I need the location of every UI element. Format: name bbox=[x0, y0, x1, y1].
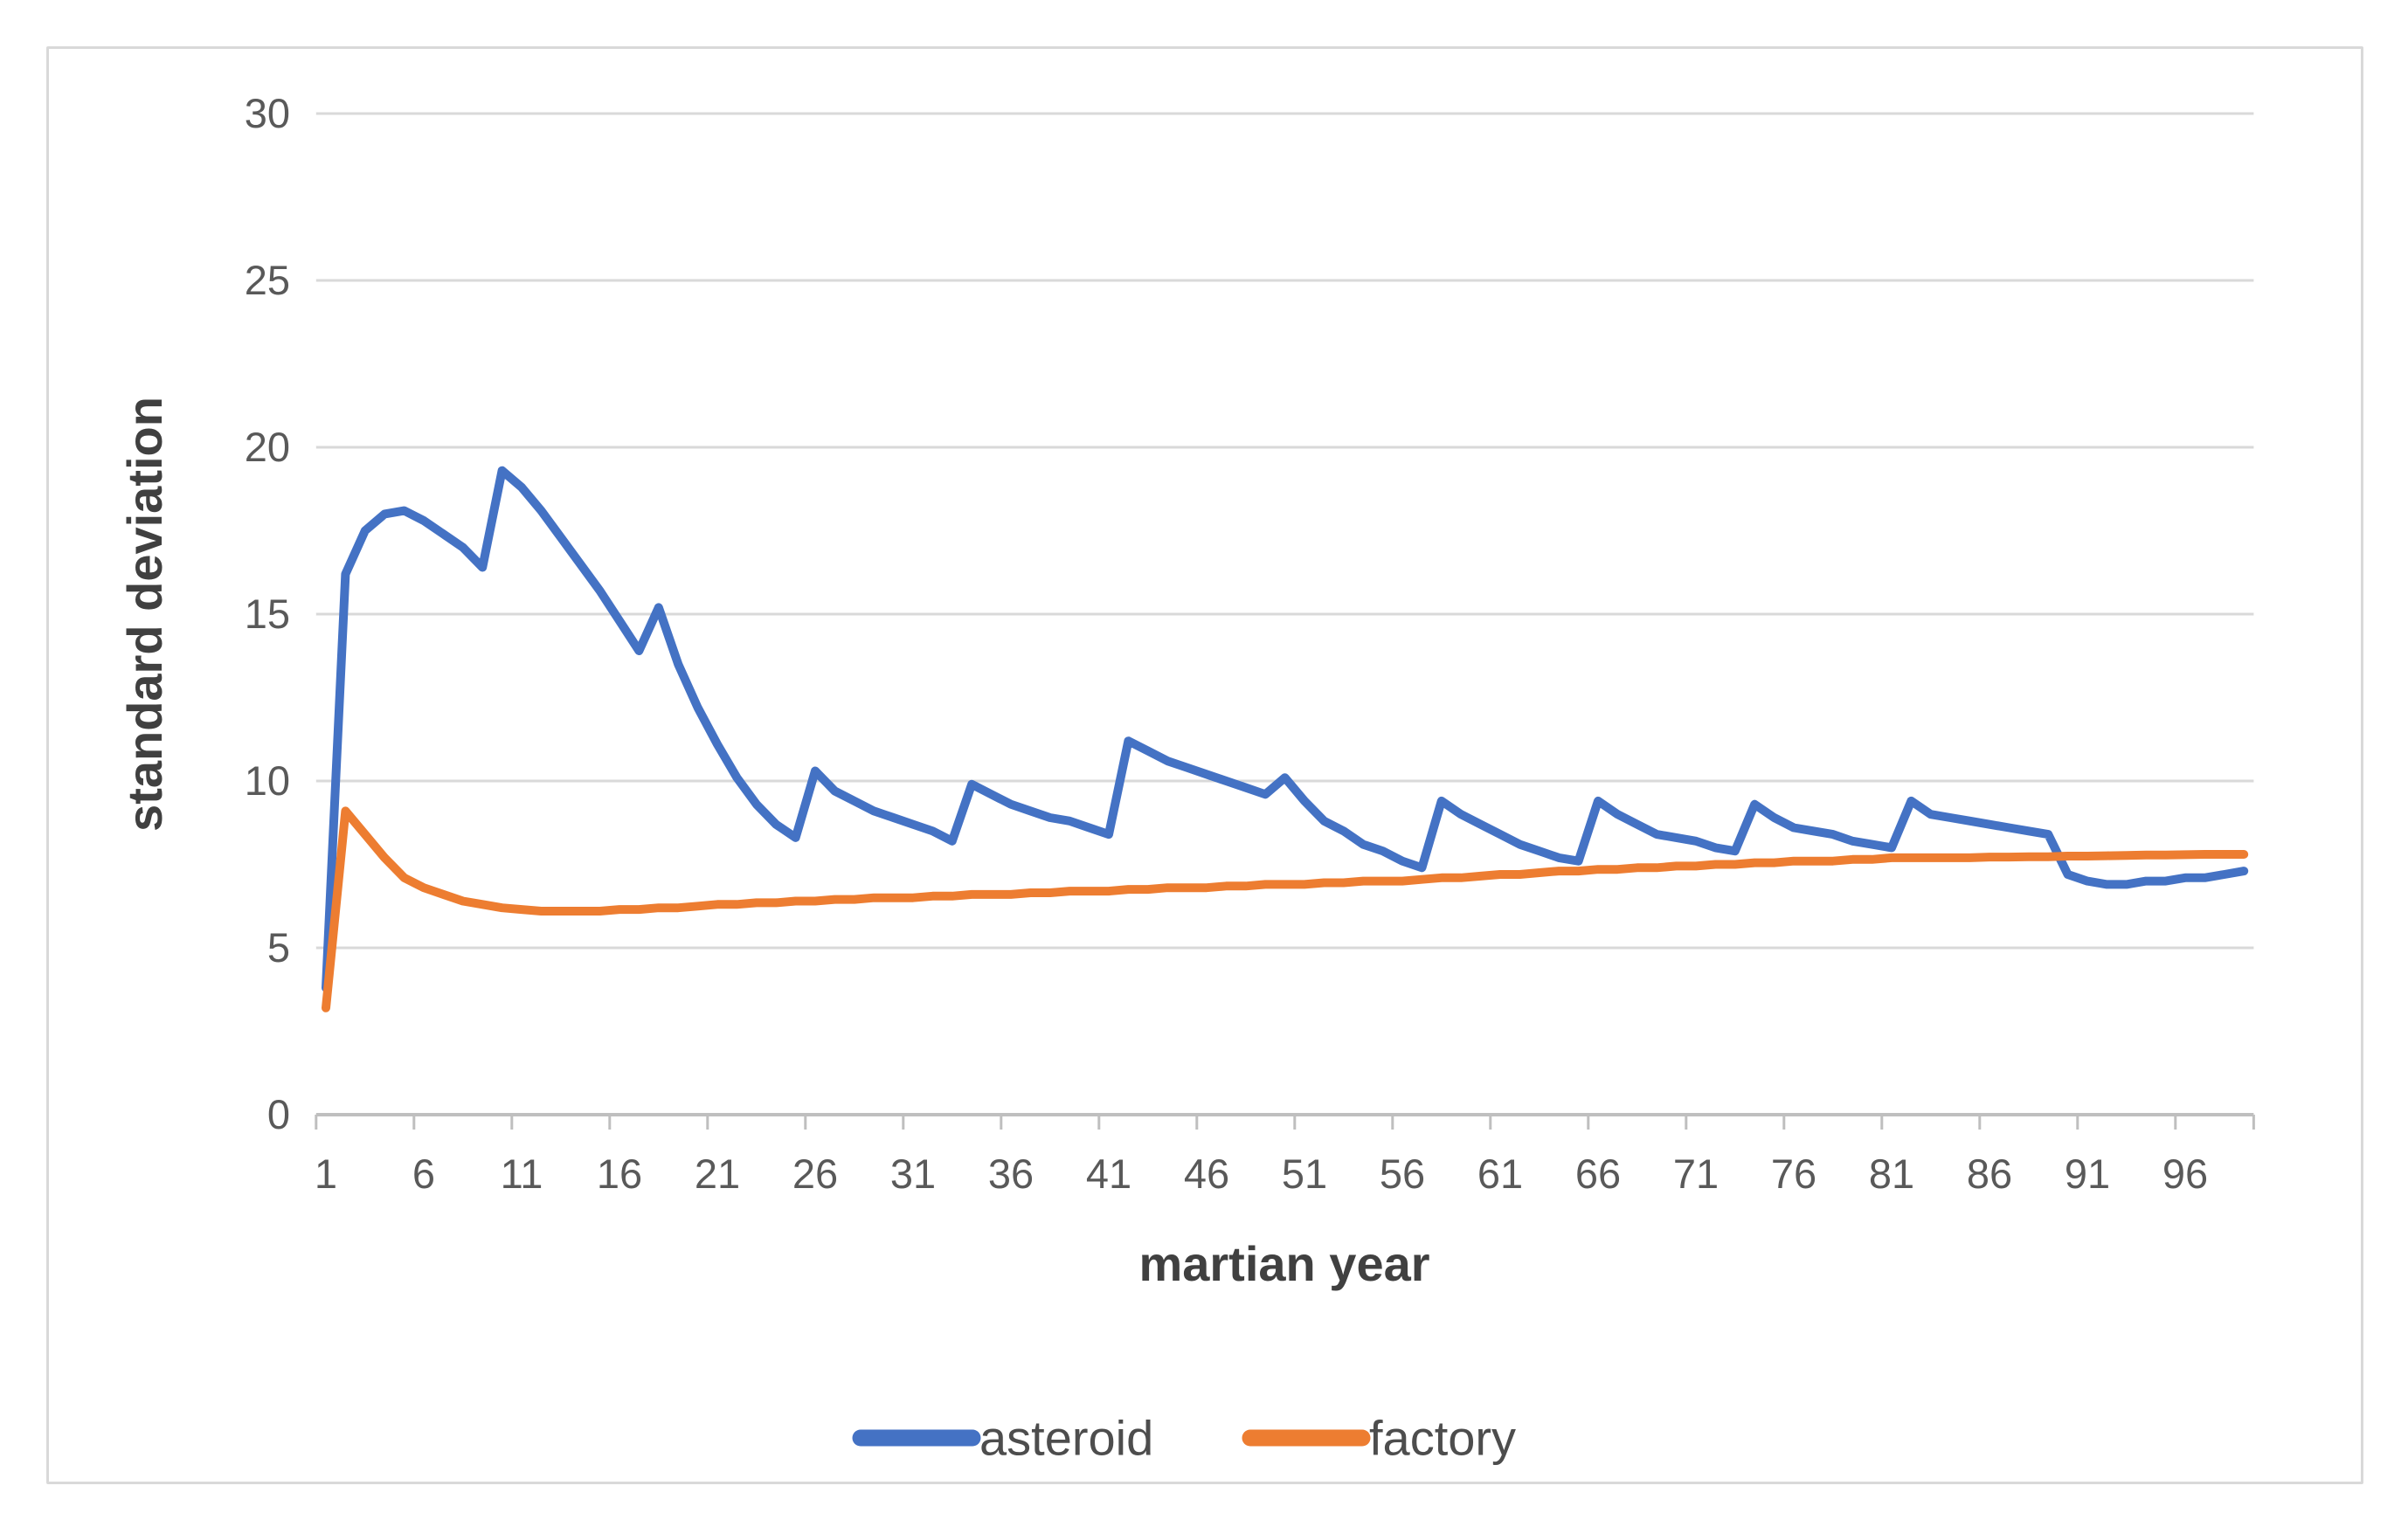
legend: asteroid factory bbox=[852, 1411, 1516, 1466]
series-line-asteroid bbox=[322, 466, 2249, 992]
y-axis-tick-labels: 0 5 10 15 20 25 30 bbox=[245, 90, 290, 1137]
legend-item-factory: factory bbox=[1242, 1411, 1516, 1466]
x-tick-label-11: 11 bbox=[501, 1150, 543, 1197]
x-tick-label-31: 31 bbox=[890, 1150, 936, 1197]
x-tick-label-56: 56 bbox=[1380, 1150, 1425, 1197]
series-line-factory bbox=[322, 806, 2249, 1012]
x-axis-title: martian year bbox=[1138, 1236, 1429, 1291]
legend-label-factory: factory bbox=[1369, 1411, 1516, 1466]
gridlines bbox=[315, 112, 2254, 950]
x-tick-label-46: 46 bbox=[1184, 1150, 1229, 1197]
x-tick-label-36: 36 bbox=[988, 1150, 1034, 1197]
x-tick-label-21: 21 bbox=[695, 1150, 740, 1197]
x-axis-tick-labels: 1 6 11 16 21 26 31 36 41 46 51 56 61 66 71 76 81 86 91 96 bbox=[315, 1150, 2208, 1197]
y-axis-title: standard deviation bbox=[117, 397, 172, 832]
x-tick-label-6: 6 bbox=[412, 1150, 435, 1197]
x-tick-label-86: 86 bbox=[1967, 1150, 2012, 1197]
y-tick-label-0: 0 bbox=[267, 1091, 290, 1137]
x-tick-label-66: 66 bbox=[1575, 1150, 1621, 1197]
y-tick-label-25: 25 bbox=[245, 257, 290, 303]
x-tick-label-16: 16 bbox=[597, 1150, 642, 1197]
y-tick-label-30: 30 bbox=[245, 90, 290, 136]
x-tick-label-61: 61 bbox=[1477, 1150, 1523, 1197]
y-tick-label-5: 5 bbox=[267, 924, 290, 971]
legend-label-asteroid: asteroid bbox=[979, 1411, 1153, 1466]
y-tick-label-15: 15 bbox=[245, 591, 290, 637]
x-tick-label-76: 76 bbox=[1771, 1150, 1816, 1197]
axes bbox=[315, 1113, 2255, 1130]
y-tick-label-20: 20 bbox=[245, 424, 290, 470]
x-tick-label-91: 91 bbox=[2065, 1150, 2110, 1197]
legend-item-asteroid: asteroid bbox=[852, 1411, 1153, 1466]
series-lines bbox=[322, 466, 2249, 1012]
x-tick-label-96: 96 bbox=[2162, 1150, 2208, 1197]
x-tick-label-71: 71 bbox=[1673, 1150, 1719, 1197]
x-tick-label-81: 81 bbox=[1869, 1150, 1914, 1197]
x-tick-label-41: 41 bbox=[1086, 1150, 1131, 1197]
chart-outer-border bbox=[46, 46, 2363, 1484]
x-tick-label-26: 26 bbox=[792, 1150, 838, 1197]
x-tick-label-51: 51 bbox=[1282, 1150, 1327, 1197]
y-tick-label-10: 10 bbox=[245, 757, 290, 804]
x-tick-label-1: 1 bbox=[315, 1150, 337, 1197]
